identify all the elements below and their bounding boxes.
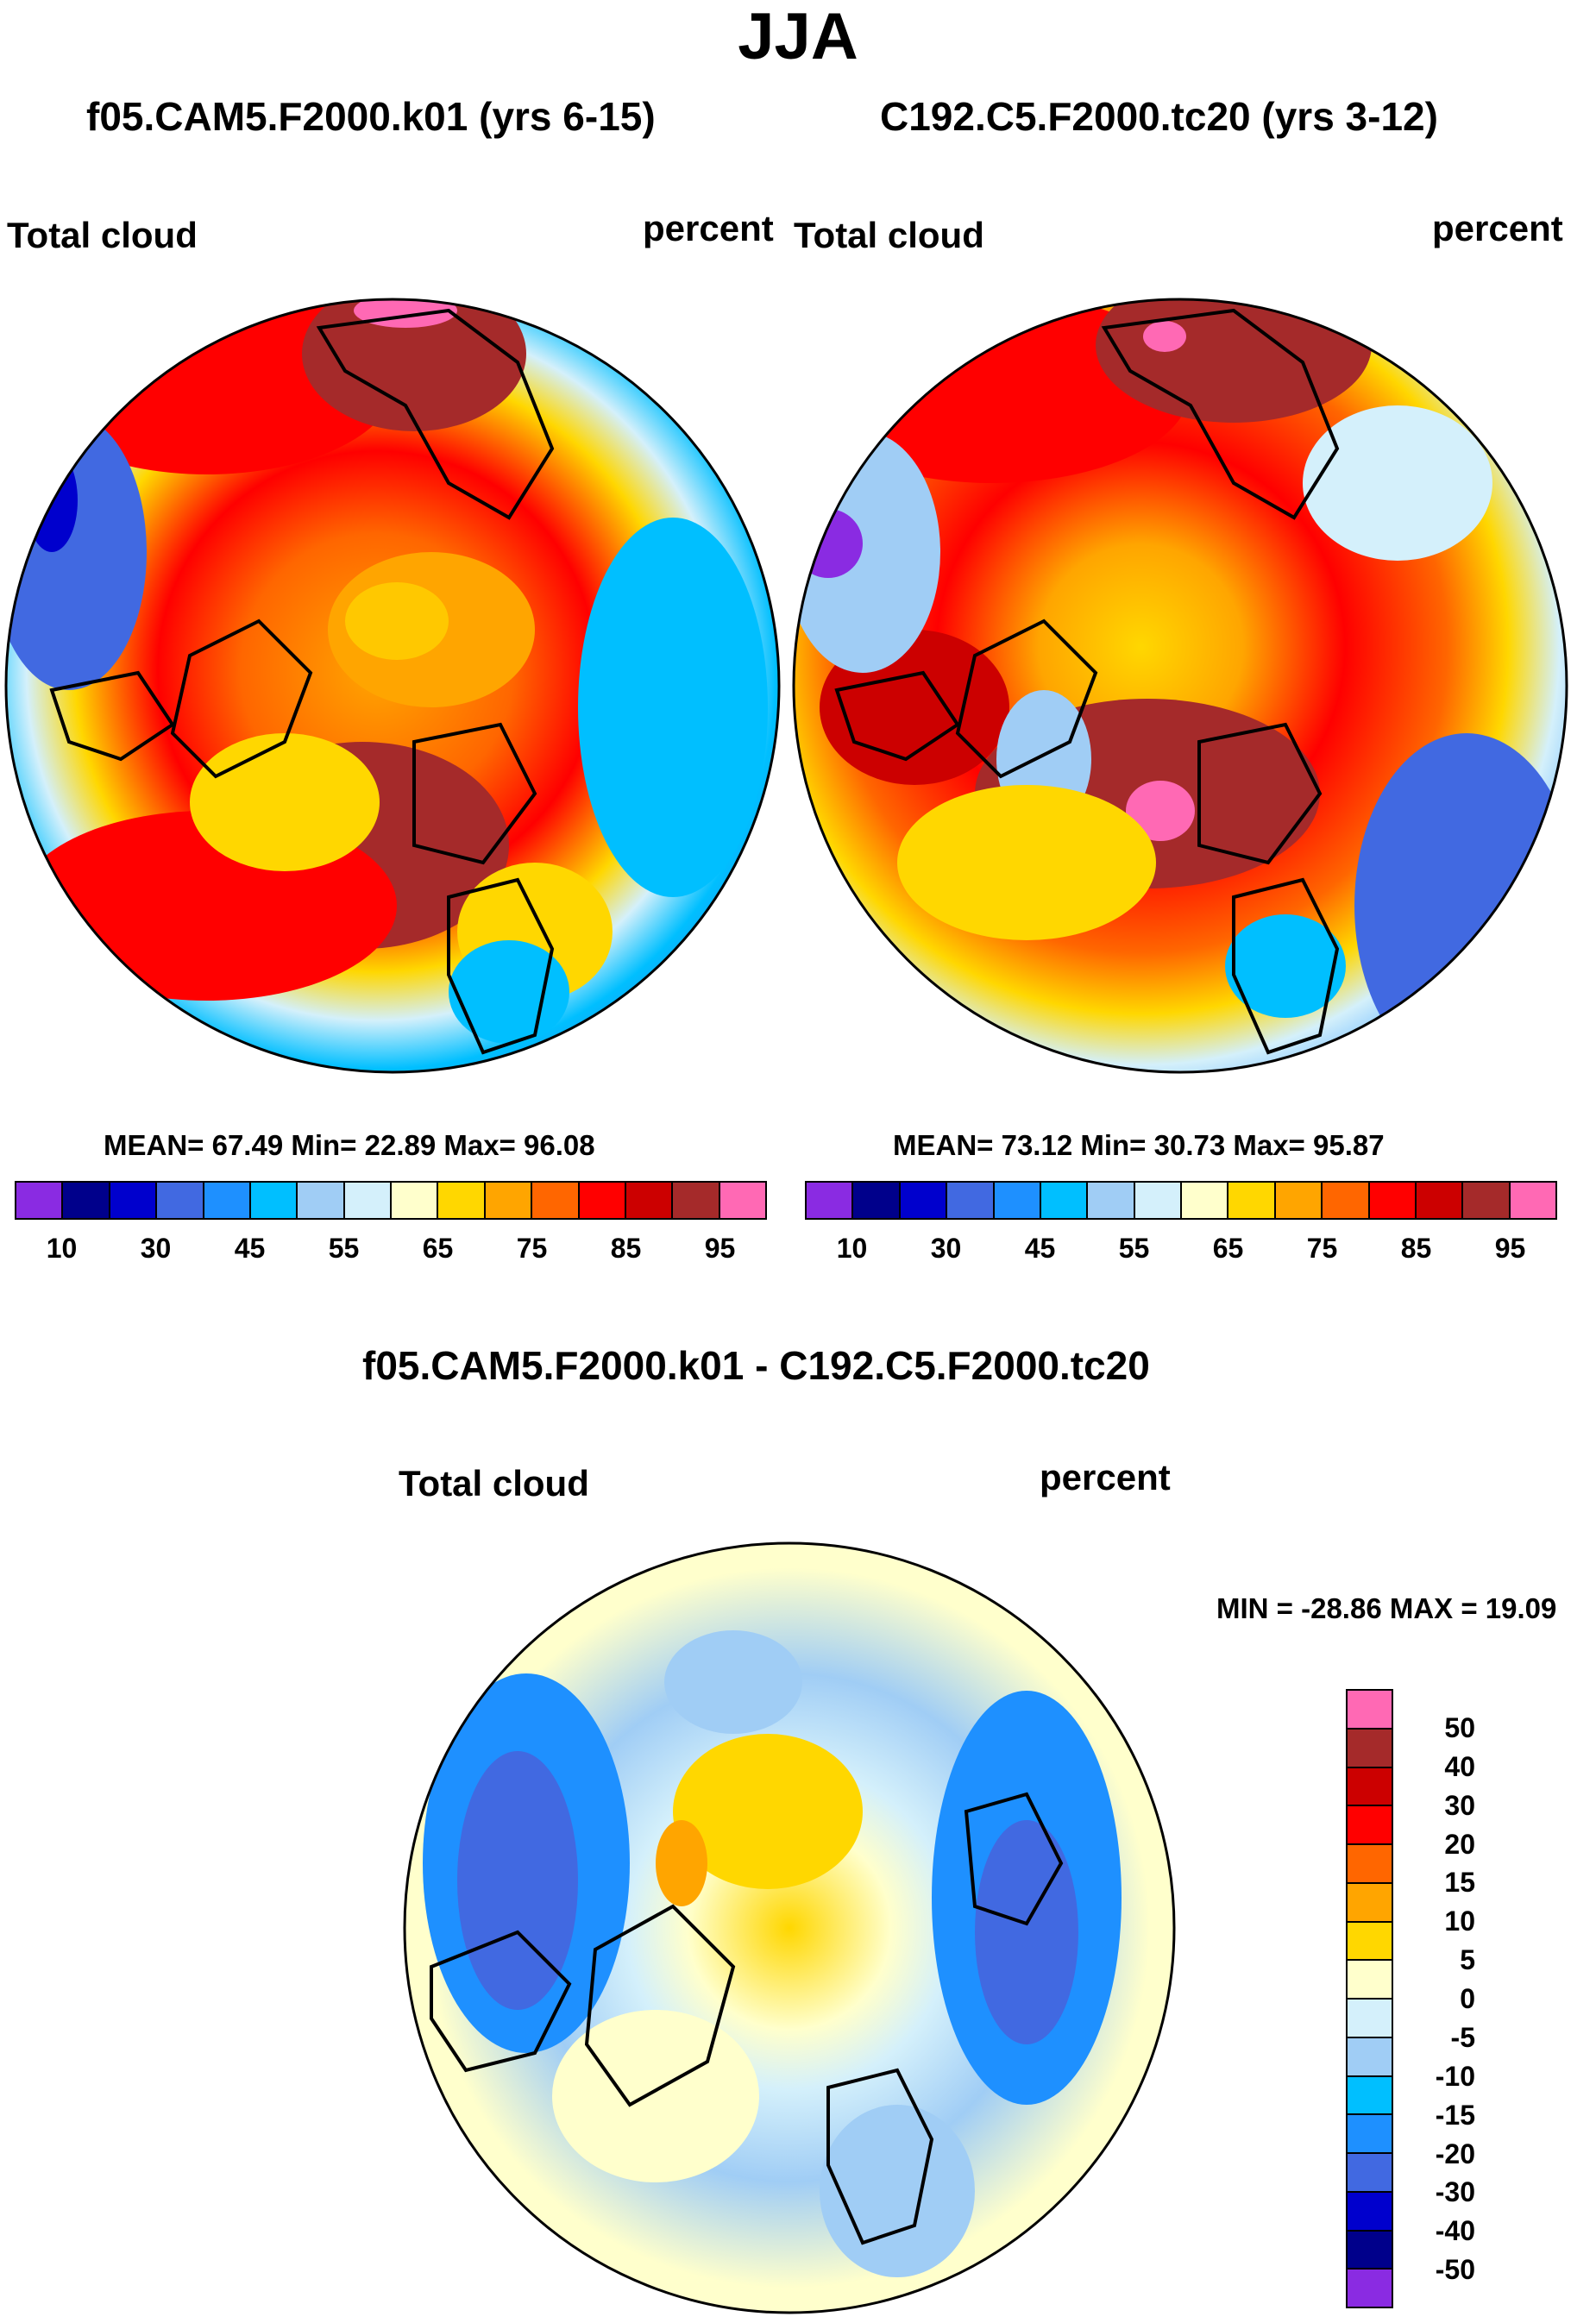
colorbar-swatch (807, 1183, 854, 1218)
colorbar-swatch (1510, 1183, 1555, 1218)
colorbar-swatch (16, 1183, 64, 1218)
colorbar-swatch (110, 1183, 158, 1218)
colorbar-tick-label: -20 (1435, 2138, 1475, 2169)
colorbar-tick-label: 10 (1444, 1905, 1475, 1937)
left-units-label: percent (643, 208, 774, 248)
right-units-label: percent (1432, 208, 1563, 248)
colorbar-swatch (392, 1183, 439, 1218)
colorbar-swatch (1348, 2076, 1392, 2116)
colorbar-swatch (1348, 2115, 1392, 2154)
colorbar-swatch (1348, 2231, 1392, 2270)
colorbar-swatch (1348, 1961, 1392, 2000)
colorbar-swatch (1088, 1183, 1135, 1218)
colorbar-tick-label: 55 (1118, 1233, 1150, 1264)
left-stats: MEAN= 67.49 Min= 22.89 Max= 96.08 (104, 1129, 595, 1161)
colorbar-swatch (1348, 2000, 1392, 2038)
colorbar-tick-label: 95 (1494, 1233, 1526, 1264)
colorbar-swatch (1369, 1183, 1417, 1218)
right-colorbar (805, 1181, 1557, 1220)
colorbar-swatch (1182, 1183, 1229, 1218)
colorbar-swatch (438, 1183, 486, 1218)
colorbar-tick-label: -50 (1435, 2254, 1475, 2286)
colorbar-tick-label: 40 (1444, 1750, 1475, 1782)
colorbar-swatch (625, 1183, 674, 1218)
right-var-label: Total cloud (794, 215, 984, 255)
colorbar-tick-label: 95 (704, 1233, 736, 1264)
colorbar-tick-label: 30 (930, 1233, 962, 1264)
colorbar-tick-label: 45 (234, 1233, 266, 1264)
colorbar-swatch (298, 1183, 345, 1218)
colorbar-tick-label: 30 (1444, 1789, 1475, 1821)
colorbar-swatch (485, 1183, 533, 1218)
colorbar-swatch (1348, 1729, 1392, 1768)
colorbar-tick-label: -40 (1435, 2215, 1475, 2247)
colorbar-swatch (1040, 1183, 1089, 1218)
colorbar-swatch (1348, 1883, 1392, 1923)
colorbar-tick-label: -30 (1435, 2176, 1475, 2208)
difference-var-label: Total cloud (399, 1463, 589, 1504)
colorbar-tick-label: 45 (1024, 1233, 1056, 1264)
difference-panel-title: f05.CAM5.F2000.k01 - C192.C5.F2000.tc20 (362, 1343, 1150, 1388)
colorbar-swatch (1228, 1183, 1276, 1218)
difference-polar-map (405, 1543, 1174, 2313)
colorbar-swatch (1134, 1183, 1182, 1218)
colorbar-tick-label: 5 (1460, 1944, 1475, 1976)
colorbar-swatch (947, 1183, 995, 1218)
right-panel-title: C192.C5.F2000.tc20 (yrs 3-12) (880, 94, 1438, 139)
colorbar-tick-label: 15 (1444, 1867, 1475, 1899)
difference-units-label: percent (1040, 1457, 1171, 1497)
colorbar-tick-label: 10 (46, 1233, 78, 1264)
colorbar-tick-label: 85 (1400, 1233, 1432, 1264)
colorbar-tick-label: 20 (1444, 1828, 1475, 1860)
colorbar-tick-label: 55 (328, 1233, 360, 1264)
colorbar-swatch (250, 1183, 298, 1218)
colorbar-tick-label: -10 (1435, 2060, 1475, 2092)
colorbar-swatch (900, 1183, 948, 1218)
colorbar-tick-label: -5 (1450, 2021, 1475, 2053)
colorbar-swatch (344, 1183, 392, 1218)
difference-colorbar (1346, 1689, 1393, 2308)
colorbar-swatch (63, 1183, 110, 1218)
left-panel-title: f05.CAM5.F2000.k01 (yrs 6-15) (86, 94, 656, 139)
colorbar-swatch (1348, 2270, 1392, 2307)
colorbar-swatch (853, 1183, 901, 1218)
left-colorbar (15, 1181, 767, 1220)
colorbar-swatch (1416, 1183, 1464, 1218)
colorbar-tick-label: 10 (836, 1233, 868, 1264)
colorbar-tick-label: 65 (422, 1233, 454, 1264)
colorbar-tick-label: 75 (516, 1233, 548, 1264)
colorbar-swatch (719, 1183, 765, 1218)
colorbar-swatch (157, 1183, 204, 1218)
colorbar-swatch (1463, 1183, 1511, 1218)
colorbar-tick-label: 0 (1460, 1983, 1475, 2014)
colorbar-swatch (1348, 2037, 1392, 2077)
colorbar-swatch (579, 1183, 626, 1218)
colorbar-tick-label: 50 (1444, 1711, 1475, 1743)
colorbar-swatch (532, 1183, 580, 1218)
colorbar-swatch (1348, 1922, 1392, 1962)
colorbar-swatch (673, 1183, 720, 1218)
colorbar-swatch (204, 1183, 251, 1218)
colorbar-swatch (1348, 1845, 1392, 1884)
colorbar-swatch (1348, 2192, 1392, 2232)
right-stats: MEAN= 73.12 Min= 30.73 Max= 95.87 (893, 1129, 1385, 1161)
left-var-label: Total cloud (7, 215, 198, 255)
colorbar-swatch (1348, 1691, 1392, 1730)
colorbar-swatch (1323, 1183, 1370, 1218)
colorbar-tick-label: 75 (1306, 1233, 1338, 1264)
colorbar-swatch (1348, 1806, 1392, 1845)
colorbar-tick-label: 85 (610, 1233, 642, 1264)
colorbar-swatch (1275, 1183, 1323, 1218)
colorbar-tick-label: -15 (1435, 2099, 1475, 2131)
colorbar-swatch (994, 1183, 1041, 1218)
colorbar-tick-label: 65 (1212, 1233, 1244, 1264)
difference-min-max: MIN = -28.86 MAX = 19.09 (1216, 1592, 1557, 1624)
colorbar-swatch (1348, 2154, 1392, 2193)
right-polar-map (794, 299, 1567, 1072)
colorbar-tick-label: 30 (140, 1233, 172, 1264)
figure-title: JJA (738, 0, 858, 73)
colorbar-swatch (1348, 1767, 1392, 1807)
